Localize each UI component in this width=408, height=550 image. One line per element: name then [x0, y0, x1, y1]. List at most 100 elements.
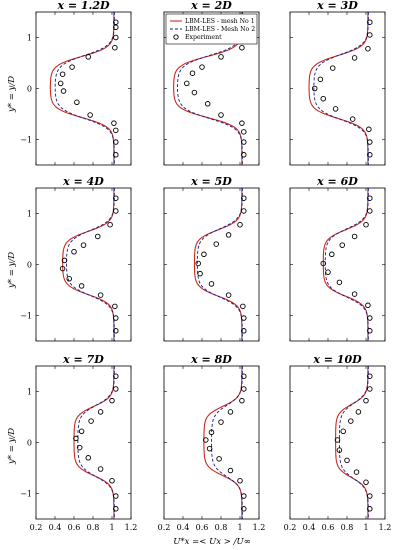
- experiment-point: [76, 444, 83, 451]
- experiment-point: [367, 152, 373, 158]
- y-tick-label: 0: [27, 85, 32, 94]
- experiment-point: [113, 386, 119, 392]
- legend-label: LBM-LES - Mesh No 2: [185, 26, 255, 33]
- experiment-point: [363, 479, 369, 486]
- experiment-point: [237, 221, 243, 228]
- experiment-point: [367, 328, 373, 334]
- experiment-point: [216, 456, 222, 462]
- series-line-mesh-no1: [193, 188, 243, 341]
- experiment-point: [339, 242, 346, 248]
- experiment-point: [311, 85, 318, 92]
- panel: x = 6D: [289, 175, 386, 342]
- panel-title: x = 3D: [316, 0, 358, 12]
- experiment-point: [336, 447, 343, 453]
- experiment-point: [332, 106, 339, 112]
- experiment-point: [113, 373, 119, 379]
- experiment-point: [241, 139, 247, 145]
- experiment-point: [60, 88, 67, 94]
- experiment-point: [208, 429, 215, 436]
- experiment-point: [329, 251, 335, 258]
- experiment-point: [57, 80, 64, 87]
- x-tick-label: 1.2: [125, 523, 138, 532]
- experiment-point: [365, 302, 371, 309]
- experiment-point: [80, 242, 87, 248]
- panel: x = 8D 0.2 0.4 0.6 0.8 1 1.2: [158, 353, 266, 532]
- legend-label: LBM-LES - mesh No 1: [185, 18, 255, 25]
- experiment-point: [107, 221, 113, 228]
- experiment-point: [97, 292, 104, 298]
- experiment-point: [59, 71, 66, 77]
- experiment-point: [367, 315, 373, 321]
- experiment-point: [85, 455, 91, 461]
- panel-title: x = 1.2D: [56, 0, 110, 12]
- experiment-point: [208, 281, 215, 287]
- experiment-point: [113, 493, 119, 499]
- experiment-point: [367, 195, 373, 201]
- y-tick-label: 0: [27, 439, 32, 448]
- panel: x = 1.2D −1 0 1: [20, 0, 132, 166]
- experiment-point: [199, 64, 205, 70]
- series-line-mesh-no2: [196, 188, 243, 342]
- experiment-point: [87, 112, 93, 118]
- experiment-point: [113, 127, 119, 134]
- experiment-point: [241, 373, 247, 379]
- series-line-mesh-no1: [62, 187, 115, 341]
- experiment-point: [363, 221, 369, 228]
- panel: x = 10D 0.2 0.4 0.6 0.8 1 1.2: [284, 353, 392, 532]
- experiment-point: [325, 269, 331, 275]
- panel-title: x = 10D: [312, 353, 362, 366]
- panel: x = 4D −1 0 1: [20, 175, 132, 342]
- experiment-point: [85, 54, 91, 60]
- x-tick-label: 1: [237, 523, 242, 532]
- experiment-point: [66, 276, 72, 282]
- experiment-point: [320, 95, 327, 102]
- series-line-mesh-no2: [313, 12, 369, 165]
- y-tick-label: 0: [27, 261, 32, 270]
- panel-frame: [163, 11, 260, 166]
- experiment-point: [344, 457, 350, 464]
- experiment-point: [206, 445, 213, 452]
- experiment-point: [239, 44, 245, 51]
- experiment-point: [334, 437, 341, 443]
- experiment-point: [74, 99, 80, 106]
- experiment-point: [366, 126, 372, 133]
- experiment-point: [113, 19, 119, 25]
- experiment-point: [113, 506, 119, 512]
- experiment-point: [113, 152, 119, 158]
- experiment-point: [240, 303, 246, 310]
- experiment-point: [71, 248, 77, 255]
- experiment-point: [78, 283, 85, 289]
- experiment-point: [351, 291, 358, 297]
- experiment-point: [367, 373, 373, 379]
- experiment-point: [367, 506, 373, 512]
- experiment-point: [218, 419, 224, 425]
- experiment-point: [351, 233, 358, 240]
- x-tick-label: 0.4: [177, 523, 190, 532]
- experiment-point: [109, 397, 115, 404]
- series-line-mesh-no2: [324, 188, 369, 342]
- experiment-point: [112, 44, 118, 51]
- experiment-point: [191, 89, 198, 96]
- panel-frame: [35, 11, 132, 166]
- experiment-point: [237, 478, 243, 484]
- experiment-point: [94, 233, 101, 240]
- experiment-point: [367, 386, 373, 392]
- panel-title: x = 5D: [190, 175, 232, 188]
- x-tick-label: 0.6: [322, 523, 335, 532]
- experiment-point: [241, 129, 247, 135]
- experiment-point: [203, 437, 209, 443]
- shared-y-axis-label: y* = y/D: [7, 252, 17, 289]
- series-line-mesh-no1: [335, 366, 369, 520]
- series-line-mesh-no2: [66, 188, 115, 341]
- panel-frame: [289, 11, 386, 166]
- y-tick-label: −1: [20, 312, 32, 321]
- shared-x-axis-label: U*x =< Ux > /U∞: [173, 537, 250, 547]
- experiment-point: [241, 328, 247, 334]
- panel: x = 5D: [163, 175, 260, 342]
- experiment-point: [59, 265, 66, 272]
- experiment-point: [88, 418, 94, 424]
- experiment-point: [69, 64, 75, 70]
- panel-title: x = 6D: [316, 175, 358, 188]
